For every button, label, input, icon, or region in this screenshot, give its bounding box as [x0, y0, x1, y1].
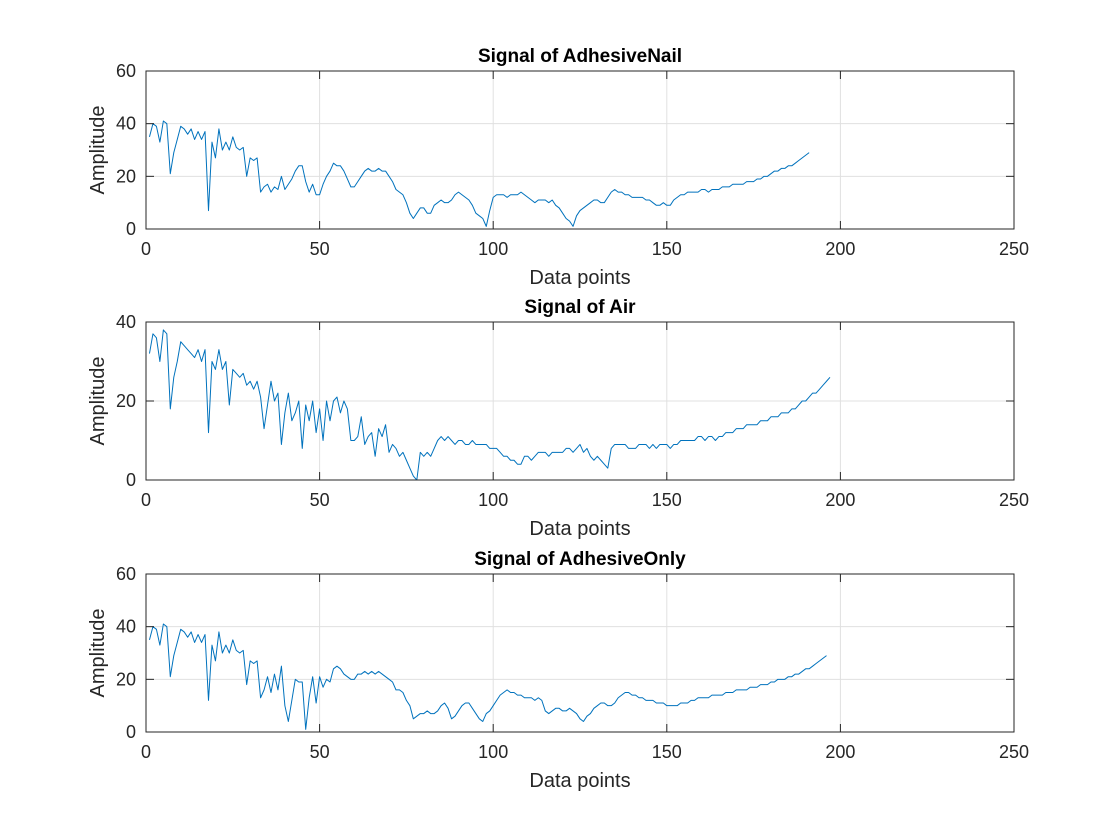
x-tick-label: 200 [825, 490, 855, 510]
y-tick-label: 40 [116, 617, 136, 637]
x-tick-label: 150 [652, 490, 682, 510]
y-tick-label: 40 [116, 114, 136, 134]
y-tick-label: 40 [116, 312, 136, 332]
x-tick-label: 0 [141, 490, 151, 510]
x-tick-label: 0 [141, 742, 151, 762]
x-tick-label: 100 [478, 239, 508, 259]
y-tick-label: 0 [126, 219, 136, 239]
signal-line [148, 329, 831, 481]
x-tick-label: 200 [825, 239, 855, 259]
y-axis-label: Amplitude [87, 357, 109, 446]
x-tick-label: 100 [478, 490, 508, 510]
signal-line [148, 120, 810, 227]
x-axis-label: Data points [529, 770, 630, 792]
y-tick-label: 20 [116, 391, 136, 411]
y-tick-label: 60 [116, 61, 136, 81]
x-tick-label: 250 [999, 239, 1029, 259]
y-tick-label: 20 [116, 166, 136, 186]
axes-box [145, 573, 1015, 733]
subplot-2: 0 50 100 150 200 250 0 20 40 Signal of Air Data po… [87, 297, 1029, 540]
x-tick-label: 150 [652, 239, 682, 259]
x-tick-label: 100 [478, 742, 508, 762]
x-tick-label: 200 [825, 742, 855, 762]
x-tick-label: 250 [999, 490, 1029, 510]
y-axis-label: Amplitude [87, 106, 109, 195]
signal-line [148, 623, 827, 730]
x-tick-label: 150 [652, 742, 682, 762]
axes-box [145, 70, 1015, 230]
x-axis-label: Data points [529, 518, 630, 540]
x-tick-label: 50 [310, 490, 330, 510]
y-tick-label: 20 [116, 669, 136, 689]
plot-title: Signal of Air [524, 297, 636, 318]
x-axis-label: Data points [529, 267, 630, 289]
y-axis-label: Amplitude [87, 609, 109, 698]
x-tick-label: 50 [310, 239, 330, 259]
x-tick-label: 250 [999, 742, 1029, 762]
plot-title: Signal of AdhesiveNail [478, 46, 682, 67]
plot-title: Signal of AdhesiveOnly [474, 549, 686, 570]
x-tick-label: 0 [141, 239, 151, 259]
y-tick-label: 0 [126, 722, 136, 742]
y-tick-label: 0 [126, 470, 136, 490]
x-tick-label: 50 [310, 742, 330, 762]
subplot-3: 0 50 100 150 200 250 0 20 40 60 Signal of Adhesive… [87, 549, 1029, 792]
subplot-1: 0 50 100 150 200 250 0 20 40 60 Signal of Adhesive… [87, 46, 1029, 289]
y-tick-label: 60 [116, 564, 136, 584]
